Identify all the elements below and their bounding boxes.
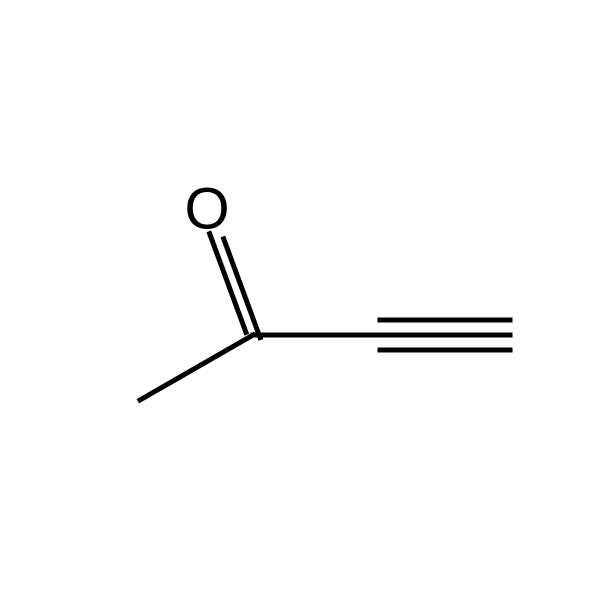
atom-label-o: O <box>184 176 229 241</box>
bond-line <box>140 335 253 400</box>
labels-group: O <box>184 176 229 241</box>
bonds-group <box>140 234 510 400</box>
molecule-diagram: O <box>0 0 600 600</box>
